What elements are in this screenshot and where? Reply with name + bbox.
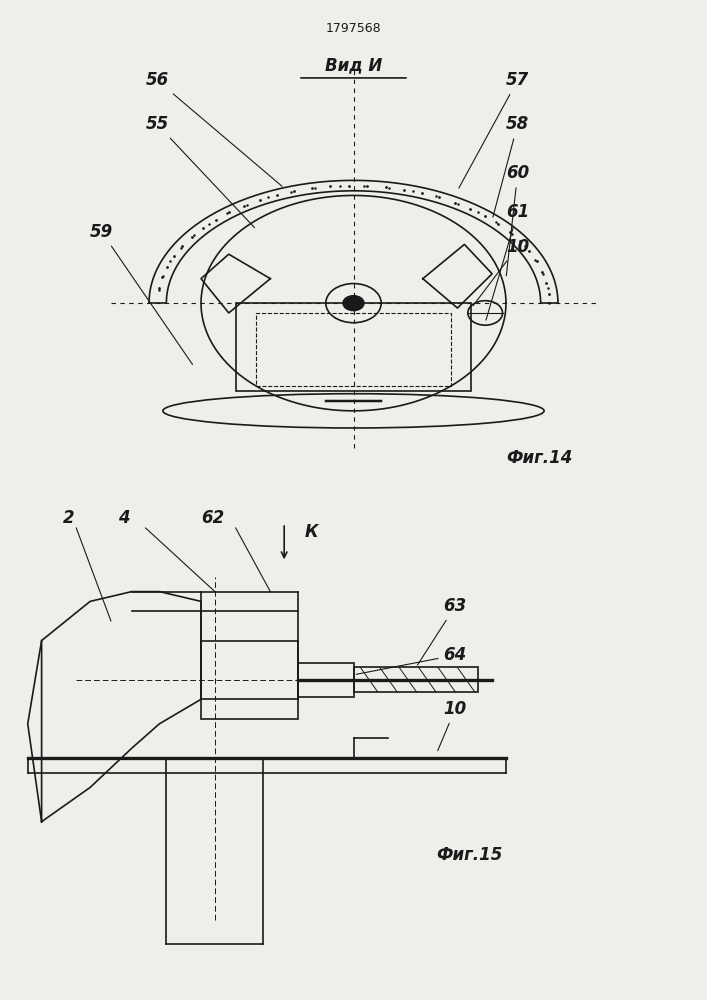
Text: Фиг.14: Фиг.14 xyxy=(506,449,573,467)
Text: К: К xyxy=(305,523,319,541)
Text: 57: 57 xyxy=(459,71,530,188)
Text: Фиг.15: Фиг.15 xyxy=(437,846,503,864)
Bar xyxy=(354,667,478,692)
Text: Вид И: Вид И xyxy=(325,56,382,74)
Text: 10: 10 xyxy=(438,700,467,751)
Text: 60: 60 xyxy=(506,164,530,276)
Text: 62: 62 xyxy=(201,509,224,527)
Text: 4: 4 xyxy=(118,509,129,527)
Text: 63: 63 xyxy=(417,597,467,665)
Bar xyxy=(235,303,472,391)
Bar xyxy=(257,313,450,386)
Circle shape xyxy=(343,296,364,310)
Text: 59: 59 xyxy=(90,223,192,364)
Bar xyxy=(298,663,354,697)
Text: 56: 56 xyxy=(146,71,282,186)
Text: 58: 58 xyxy=(493,115,530,217)
Text: 55: 55 xyxy=(146,115,255,228)
Bar xyxy=(201,641,298,719)
Text: 61: 61 xyxy=(486,203,530,320)
Text: 2: 2 xyxy=(62,509,74,527)
Text: 1797568: 1797568 xyxy=(326,22,381,35)
Text: 10: 10 xyxy=(473,238,530,306)
Text: 64: 64 xyxy=(356,646,467,674)
